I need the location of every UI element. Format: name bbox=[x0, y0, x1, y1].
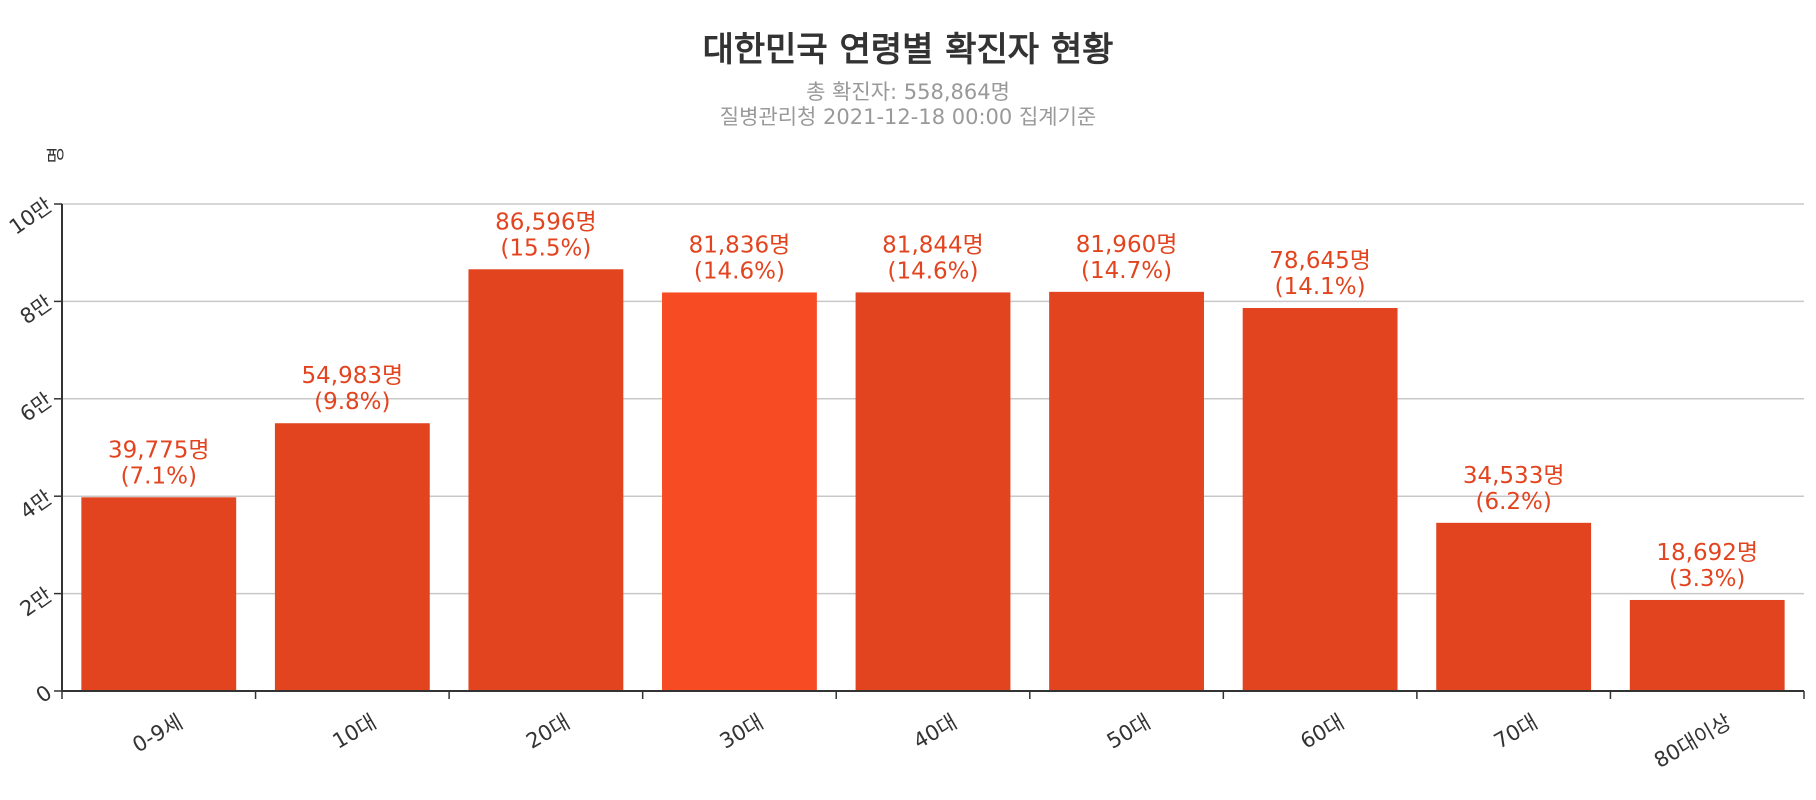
y-tick-label: 4만 bbox=[16, 486, 57, 524]
data-labels: 39,775명(7.1%) 54,983명(9.8%) 86,596명(15.5%)… bbox=[108, 209, 1758, 592]
bar-value-label: 81,960명 bbox=[1076, 232, 1178, 258]
bar-percent-label: (14.1%) bbox=[1275, 274, 1366, 300]
chart-subtitle: 총 확진자: 558,864명 질병관리청 2021-12-18 00:00 집… bbox=[0, 80, 1816, 130]
bar-percent-label: (14.7%) bbox=[1081, 258, 1172, 284]
bar-percent-label: (14.6%) bbox=[887, 258, 978, 284]
bar-value-label: 81,836명 bbox=[689, 232, 791, 258]
bar bbox=[1049, 291, 1204, 691]
x-tick-label: 0-9세 bbox=[128, 710, 186, 758]
bar bbox=[274, 423, 430, 691]
bar-value-label: 78,645명 bbox=[1269, 248, 1371, 274]
bar bbox=[81, 497, 237, 691]
bar-value-label: 81,844명 bbox=[882, 232, 984, 258]
bar-percent-label: (6.2%) bbox=[1475, 489, 1551, 515]
bar-percent-label: (3.3%) bbox=[1669, 566, 1745, 592]
x-tick-label: 20대 bbox=[522, 710, 574, 754]
y-tick-label: 10만 bbox=[5, 193, 56, 239]
bar-value-label: 54,983명 bbox=[302, 363, 404, 389]
bar-value-label: 86,596명 bbox=[495, 209, 597, 235]
bar bbox=[468, 269, 624, 691]
chart-title: 대한민국 연령별 확진자 현황 bbox=[702, 30, 1114, 70]
y-tick-label: 0 bbox=[32, 680, 57, 707]
bar-value-label: 39,775명 bbox=[108, 437, 210, 463]
bar-value-label: 18,692명 bbox=[1656, 540, 1758, 566]
bar bbox=[1436, 522, 1592, 691]
bar-percent-label: (15.5%) bbox=[500, 235, 591, 261]
bars bbox=[81, 269, 1785, 691]
bar bbox=[1242, 307, 1398, 691]
bar-percent-label: (9.8%) bbox=[314, 389, 390, 415]
x-tick-label: 10대 bbox=[329, 710, 381, 754]
x-tick-label: 80대이상 bbox=[1650, 710, 1735, 773]
y-tick-label: 6만 bbox=[16, 388, 57, 426]
x-tick-label: 70대 bbox=[1490, 710, 1542, 754]
bar-percent-label: (14.6%) bbox=[694, 258, 785, 284]
subtitle-source: 질병관리청 2021-12-18 00:00 집계기준 bbox=[719, 105, 1097, 129]
bar-percent-label: (7.1%) bbox=[121, 463, 197, 489]
x-tick-label: 40대 bbox=[909, 710, 961, 754]
x-tick-label: 30대 bbox=[716, 710, 768, 754]
x-tick-label: 60대 bbox=[1296, 710, 1348, 754]
bar bbox=[662, 292, 817, 691]
subtitle-total: 총 확진자: 558,864명 bbox=[806, 80, 1010, 104]
y-axis-title: 명 bbox=[46, 147, 67, 164]
x-tick-label: 50대 bbox=[1103, 710, 1155, 754]
y-tick-label: 8만 bbox=[16, 291, 57, 329]
axes: 0 2만 4만 6만 8만 10만 0-9세 10대 20대 30대 40대 50대 60대 70대 80대… bbox=[5, 193, 1805, 773]
bar bbox=[1629, 599, 1785, 691]
y-tick-label: 2만 bbox=[16, 583, 57, 621]
bar-value-label: 34,533명 bbox=[1463, 463, 1565, 489]
bar bbox=[855, 292, 1011, 691]
